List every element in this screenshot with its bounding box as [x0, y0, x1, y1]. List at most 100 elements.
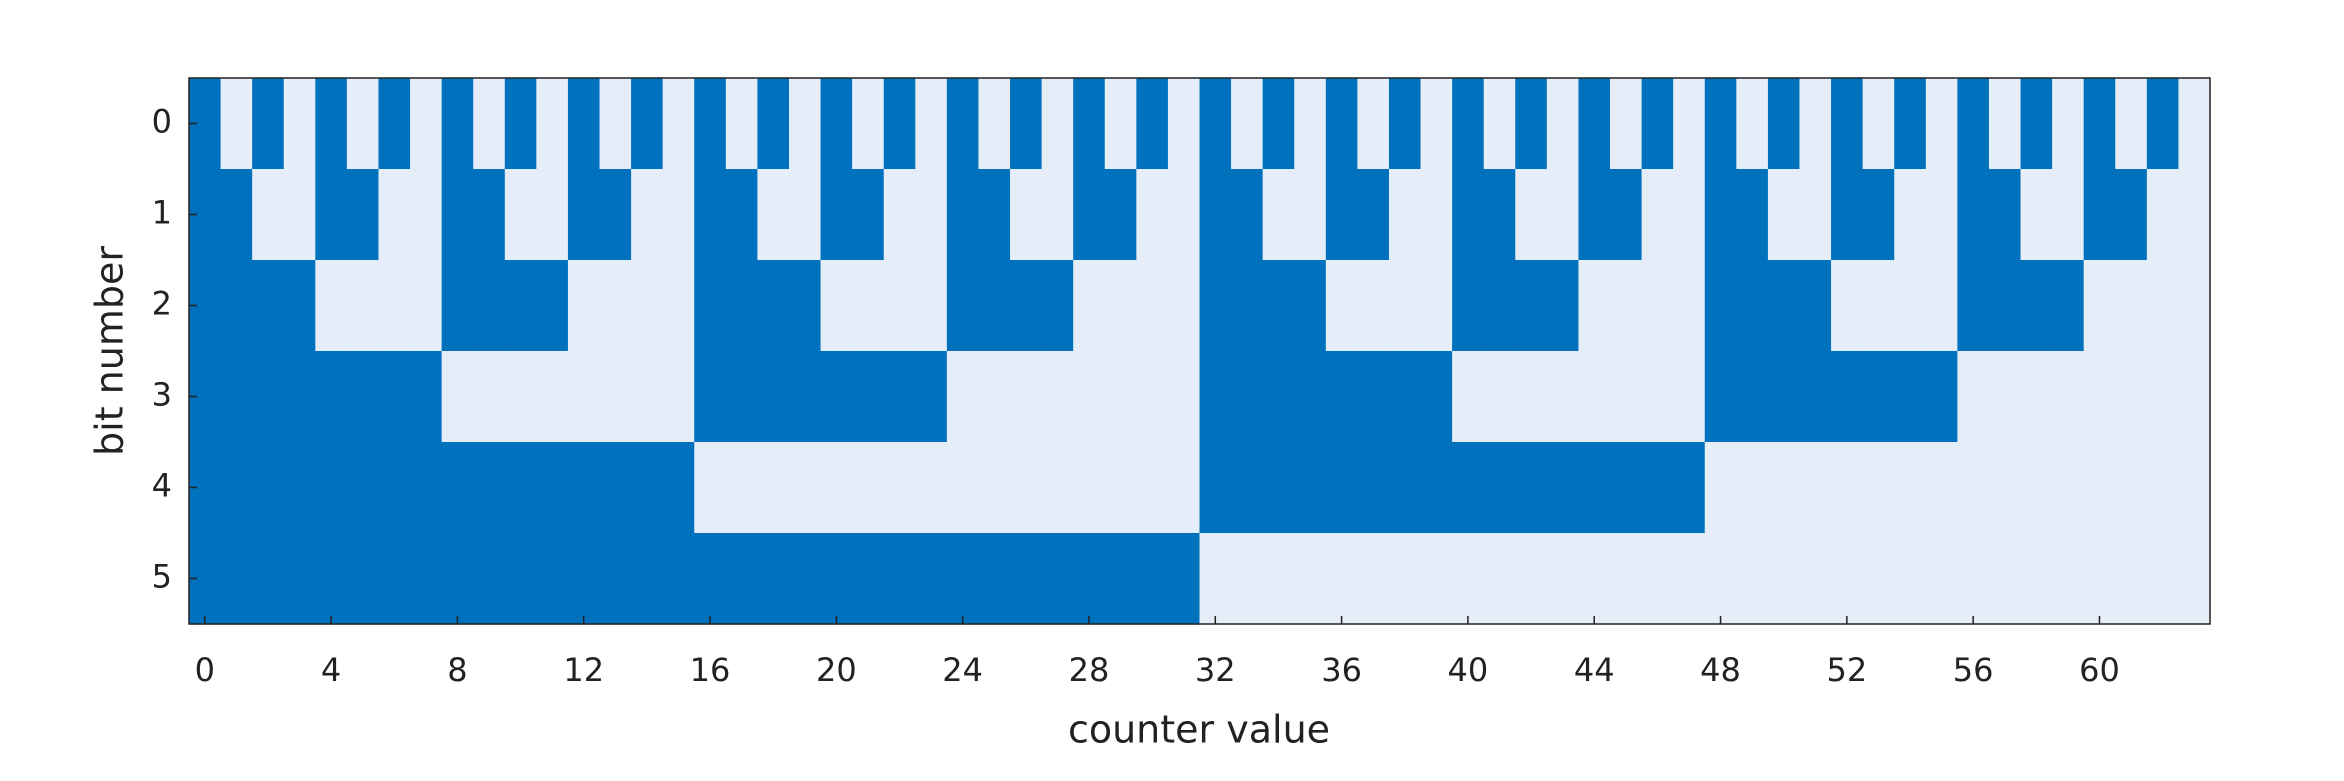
- heatmap-cell: [2020, 169, 2053, 261]
- heatmap-cell: [1673, 533, 1706, 625]
- heatmap-cell: [1799, 442, 1832, 534]
- heatmap-cell: [1610, 533, 1643, 625]
- heatmap-cell: [1641, 169, 1674, 261]
- heatmap-cell: [441, 351, 474, 443]
- heatmap-cell: [1325, 351, 1358, 443]
- heatmap-cell: [504, 260, 537, 352]
- heatmap-cell: [1388, 260, 1422, 352]
- heatmap-cell: [946, 169, 980, 261]
- heatmap-cell: [1010, 169, 1043, 261]
- heatmap-cell: [1262, 351, 1295, 443]
- heatmap-cell: [1231, 78, 1264, 170]
- heatmap-cell: [1988, 78, 2022, 170]
- heatmap-cell: [1546, 169, 1580, 261]
- heatmap-cell: [1578, 78, 1611, 170]
- heatmap-cell: [1357, 78, 1390, 170]
- x-tick-label: 56: [1953, 651, 1994, 689]
- heatmap-cell: [2052, 78, 2085, 170]
- heatmap-cell: [1420, 260, 1453, 352]
- heatmap-cell: [1610, 260, 1643, 352]
- heatmap-cell: [1957, 260, 1990, 352]
- heatmap-cell: [662, 442, 695, 534]
- heatmap-cell: [473, 260, 506, 352]
- heatmap-cell: [252, 351, 285, 443]
- heatmap-cell: [1894, 260, 1927, 352]
- heatmap-cell: [757, 78, 790, 170]
- heatmap-cell: [2020, 533, 2053, 625]
- heatmap-cell: [599, 260, 632, 352]
- heatmap-cell: [1294, 351, 1327, 443]
- heatmap-cell: [1073, 169, 1106, 261]
- heatmap-cell: [915, 351, 948, 443]
- heatmap-cell: [1831, 78, 1864, 170]
- heatmap-cell: [1325, 442, 1358, 534]
- heatmap-cell: [1325, 78, 1358, 170]
- heatmap-cell: [283, 78, 316, 170]
- heatmap-cell: [1167, 169, 1201, 261]
- heatmap-cell: [1483, 260, 1516, 352]
- heatmap-cell: [1041, 442, 1074, 534]
- heatmap-cell: [441, 260, 474, 352]
- heatmap-cell: [1294, 533, 1327, 625]
- heatmap-cell: [1957, 442, 1990, 534]
- heatmap-cell: [915, 78, 948, 170]
- heatmap-cell: [1515, 260, 1548, 352]
- heatmap-cell: [1452, 169, 1485, 261]
- heatmap-cell: [631, 260, 664, 352]
- heatmap-cell: [725, 442, 759, 534]
- heatmap-cell: [757, 442, 790, 534]
- heatmap-cell: [1988, 260, 2022, 352]
- heatmap-cell: [1767, 78, 1801, 170]
- heatmap-cell: [1862, 351, 1895, 443]
- heatmap-cell: [1452, 260, 1485, 352]
- heatmap-cell: [1736, 442, 1769, 534]
- heatmap-cell: [536, 169, 569, 261]
- heatmap-cell: [1136, 260, 1169, 352]
- x-tick-label: 32: [1195, 651, 1236, 689]
- heatmap-cell: [631, 533, 664, 625]
- heatmap-cell: [788, 533, 822, 625]
- heatmap-cell: [2115, 169, 2148, 261]
- heatmap-cell: [1704, 260, 1737, 352]
- heatmap-cell: [1357, 169, 1390, 261]
- heatmap-cell: [1199, 442, 1232, 534]
- heatmap-cell: [567, 351, 601, 443]
- heatmap-cell: [1957, 78, 1990, 170]
- y-axis-label: bit number: [88, 246, 132, 456]
- heatmap-cell: [1610, 442, 1643, 534]
- heatmap-cell: [1862, 78, 1895, 170]
- heatmap-cell: [1420, 78, 1453, 170]
- heatmap-cell: [1325, 260, 1358, 352]
- heatmap-cell: [1104, 169, 1137, 261]
- x-tick-label: 48: [1700, 651, 1741, 689]
- heatmap-cell: [757, 533, 790, 625]
- heatmap-cell: [1578, 169, 1611, 261]
- heatmap-cell: [1136, 442, 1169, 534]
- heatmap-cell: [1073, 78, 1106, 170]
- heatmap-cell: [410, 78, 443, 170]
- heatmap-cell: [1041, 169, 1074, 261]
- heatmap-cell: [883, 533, 916, 625]
- heatmap-cell: [346, 260, 380, 352]
- heatmap-cell: [1736, 260, 1769, 352]
- x-tick-label: 44: [1574, 651, 1615, 689]
- heatmap-cell: [1799, 533, 1832, 625]
- heatmap-cell: [1988, 351, 2022, 443]
- heatmap-cell: [1831, 169, 1864, 261]
- heatmap-cell: [1041, 260, 1074, 352]
- heatmap-cell: [283, 533, 316, 625]
- heatmap-cell: [1388, 78, 1422, 170]
- heatmap-cell: [1925, 533, 1958, 625]
- heatmap-cell: [536, 78, 569, 170]
- heatmap-cell: [883, 78, 916, 170]
- heatmap-cell: [1167, 260, 1201, 352]
- heatmap-cell: [978, 78, 1011, 170]
- heatmap-cell: [473, 351, 506, 443]
- heatmap-cell: [1925, 442, 1958, 534]
- heatmap-cell: [631, 78, 664, 170]
- heatmap-cell: [1862, 533, 1895, 625]
- heatmap-cell: [946, 351, 980, 443]
- heatmap-cell: [1957, 533, 1990, 625]
- heatmap-cell: [2146, 260, 2180, 352]
- heatmap-cell: [1104, 351, 1137, 443]
